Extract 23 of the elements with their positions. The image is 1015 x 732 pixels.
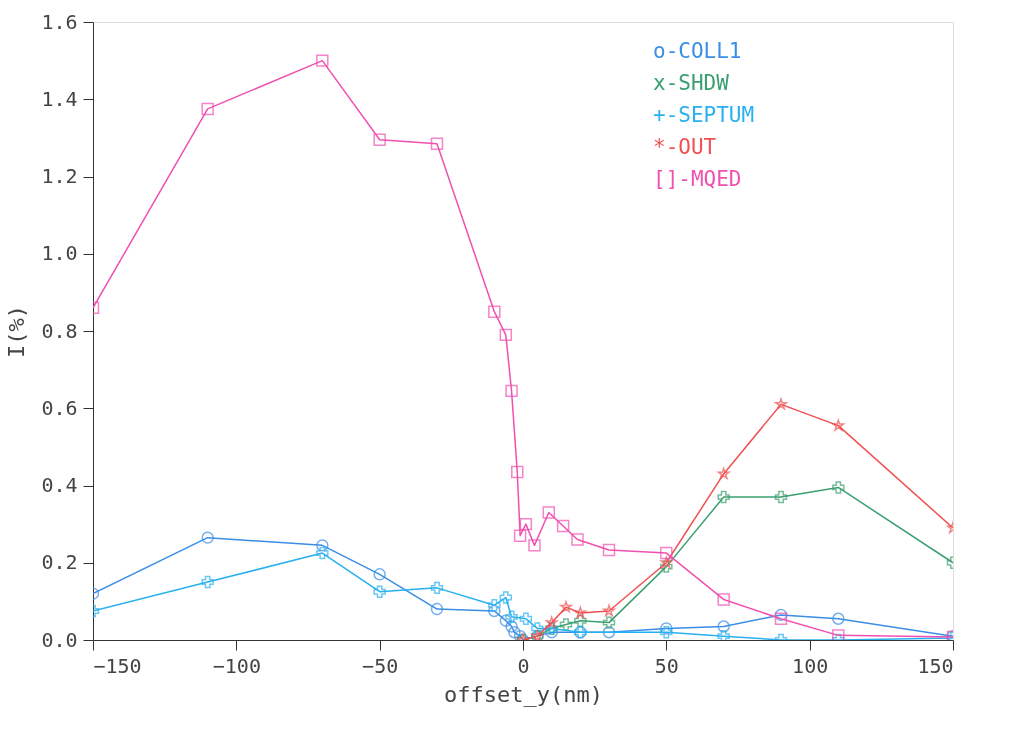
- x-tick-label: −150: [93, 653, 142, 678]
- x-tick-label: −100: [212, 653, 261, 678]
- text: *-OUT: [653, 135, 717, 159]
- x-tick-label: −50: [362, 653, 399, 678]
- x-tick-label: 100: [792, 653, 829, 678]
- y-tick-label: 1.2: [41, 164, 78, 188]
- text: []-MQED: [653, 167, 742, 191]
- y-tick-label: 1.0: [41, 241, 78, 266]
- y-tick-label: 0.8: [41, 318, 78, 343]
- y-tick-label: 0.4: [41, 473, 78, 497]
- y-axis-title: I(%): [4, 305, 30, 358]
- y-tick-label: 0.0: [41, 627, 78, 652]
- y-tick-label: 1.6: [41, 9, 78, 34]
- text: +-SEPTUM: [653, 103, 755, 127]
- y-tick-label: 0.6: [41, 395, 78, 420]
- x-tick-label: 150: [917, 653, 954, 678]
- text: x-SHDW: [653, 71, 730, 95]
- x-tick-label: 50: [654, 653, 679, 678]
- text: o-COLL1: [653, 39, 742, 63]
- x-tick-label: 0: [517, 653, 530, 678]
- y-tick-label: 0.2: [41, 550, 78, 575]
- x-axis-title: offset_y(nm): [444, 681, 603, 707]
- y-tick-label: 1.4: [41, 86, 78, 111]
